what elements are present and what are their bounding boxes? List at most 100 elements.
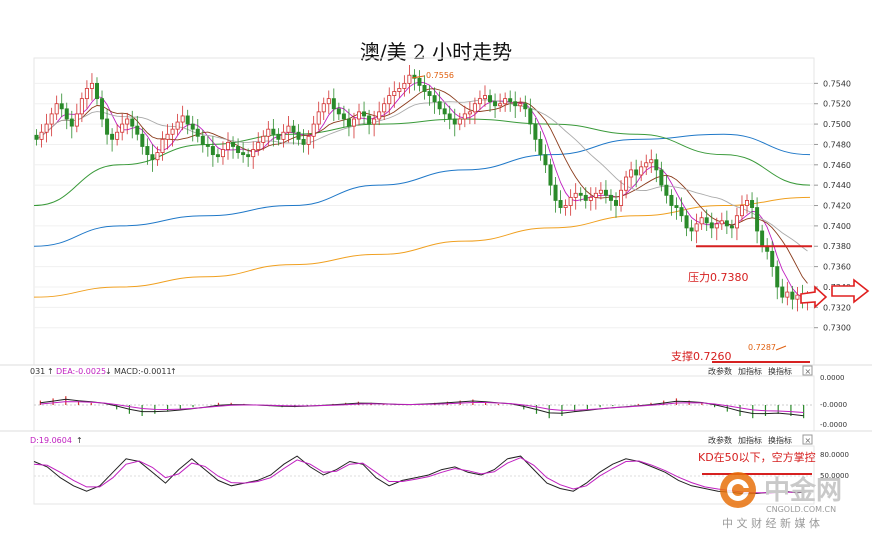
macd-label: MACD:-0.0011 [114, 367, 172, 376]
down-arrow-icon: ↓ [105, 367, 112, 376]
macd-y-tick-label: -0.0000 [820, 421, 847, 429]
candle-body [180, 115, 185, 123]
candle-body [271, 128, 276, 135]
watermark-name: 中金网 [764, 475, 842, 506]
candle-body [220, 149, 225, 158]
candle-body [482, 95, 487, 100]
y-tick-label: 0.7500 [823, 120, 851, 129]
candle-body [377, 111, 382, 120]
candle-body [341, 113, 346, 120]
candle-body [125, 118, 130, 125]
candle-body [785, 291, 790, 298]
candle-body [629, 169, 634, 178]
candle-body [110, 133, 115, 140]
candle-body [442, 108, 447, 115]
candle-body [59, 103, 64, 110]
candle-body [750, 200, 755, 208]
indicator-tool-button[interactable]: 加指标 [738, 435, 762, 445]
candle-body [503, 98, 508, 105]
candle-body [266, 128, 271, 137]
close-box[interactable] [802, 365, 813, 376]
candle-body [160, 138, 165, 153]
candle-body [634, 169, 639, 176]
candle-body [669, 194, 674, 206]
candle-body [79, 98, 84, 115]
candle-body [54, 103, 59, 115]
candle-body [185, 115, 190, 125]
macd-panel-frame [33, 375, 815, 432]
candle-body [372, 118, 377, 125]
candle-body [69, 118, 74, 127]
candle-body [558, 200, 563, 208]
candle-body [39, 131, 44, 140]
candle-body [190, 123, 195, 130]
candle-body [105, 118, 110, 135]
close-icon[interactable]: × [805, 436, 812, 445]
candle-body [664, 184, 669, 196]
candle-body [130, 118, 135, 127]
indicator-tool-button[interactable]: 改参数 [708, 366, 732, 376]
candle-body [331, 98, 336, 110]
candle-body [200, 135, 205, 145]
candle-body [261, 135, 266, 143]
candle-body [115, 131, 120, 140]
candle-body [291, 125, 296, 133]
y-tick-label: 0.7420 [823, 202, 851, 211]
candle-body [593, 192, 598, 198]
indicator-tool-button[interactable]: 改参数 [708, 435, 732, 445]
candle-body [84, 88, 89, 100]
watermark-url: CNGOLD.COM.CN [766, 505, 836, 514]
candle-body [477, 98, 482, 105]
indicator-tool-button[interactable]: 加指标 [738, 366, 762, 376]
support-label: 支撑0.7260 [671, 349, 732, 363]
candle-body [775, 266, 780, 288]
candle-body [392, 91, 397, 96]
candle-body [402, 82, 407, 89]
candle-body [367, 115, 372, 125]
kd-y-tick-label: 80.0000 [820, 451, 849, 459]
moving-average-line [33, 118, 811, 207]
y-tick-label: 0.7400 [823, 222, 851, 231]
candle-body [568, 196, 573, 206]
candle-body [608, 194, 613, 201]
candle-body [100, 98, 105, 120]
high-marker [411, 75, 425, 79]
candle-body [135, 125, 140, 135]
resistance-label: 压力0.7380 [688, 271, 749, 284]
candle-body [729, 225, 734, 229]
candle-body [397, 88, 402, 92]
candle-body [276, 133, 281, 140]
candle-body [588, 196, 593, 201]
candle-body [508, 98, 513, 103]
candle-body [231, 142, 236, 147]
candle-body [417, 77, 422, 86]
up-arrow-icon: ↑ [170, 367, 177, 376]
indicator-tool-button[interactable]: 换指标 [768, 366, 792, 376]
candle-body [387, 95, 392, 105]
candle-body [241, 152, 246, 156]
candle-body [619, 189, 624, 206]
candle-body [790, 291, 795, 300]
candle-body [432, 95, 437, 103]
indicator-tool-button[interactable]: 换指标 [768, 435, 792, 445]
candle-body [659, 169, 664, 186]
candle-body [210, 146, 215, 156]
candle-body [301, 138, 306, 145]
moving-average-line [36, 81, 808, 298]
candle-body [236, 146, 241, 153]
candle-body [64, 108, 69, 120]
candle-body [296, 131, 301, 140]
candle-body [699, 217, 704, 225]
candle-body [195, 128, 200, 137]
close-icon[interactable]: × [805, 367, 812, 376]
y-tick-label: 0.7540 [823, 79, 851, 88]
macd-header-prefix: 031 [30, 367, 45, 376]
candle-body [523, 103, 528, 110]
candle-body [94, 82, 99, 100]
kd-header: D:19.0604 [30, 436, 72, 445]
candle-body [205, 144, 210, 147]
candle-body [724, 220, 729, 227]
candle-body [155, 152, 160, 161]
close-box[interactable] [802, 434, 813, 445]
candle-body [614, 200, 619, 206]
